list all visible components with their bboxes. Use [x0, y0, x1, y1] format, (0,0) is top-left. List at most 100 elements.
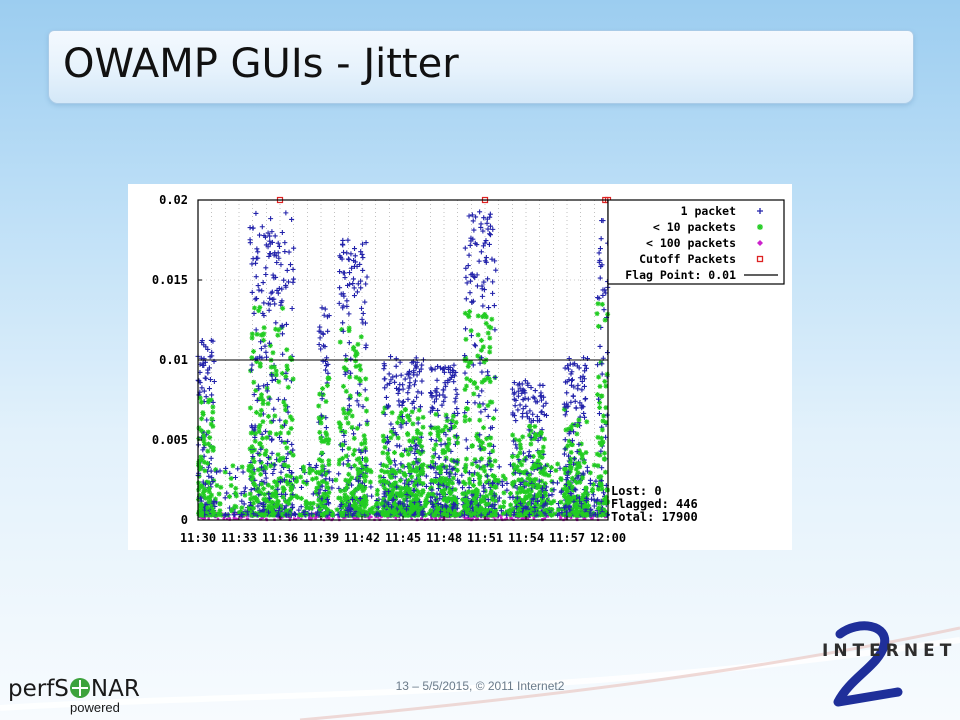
point-lt10 — [248, 469, 254, 475]
legend-label: Flag Point: 0.01 — [625, 268, 736, 282]
point-1-packet — [200, 447, 206, 453]
point-lt10 — [585, 492, 591, 498]
point-1-packet — [549, 492, 555, 498]
point-lt10 — [581, 503, 587, 509]
point-1-packet — [397, 359, 403, 365]
point-1-packet — [477, 432, 483, 438]
point-lt10 — [210, 409, 216, 415]
point-lt10 — [248, 496, 254, 502]
point-1-packet — [253, 274, 259, 280]
point-1-packet — [250, 453, 256, 459]
point-lt10 — [567, 481, 573, 487]
point-lt10 — [406, 462, 412, 468]
point-lt10 — [535, 463, 541, 469]
point-lt10 — [439, 475, 445, 481]
point-lt10 — [602, 469, 608, 475]
point-lt10 — [565, 479, 571, 485]
point-1-packet — [530, 411, 536, 417]
point-1-packet — [490, 290, 496, 296]
point-lt10 — [360, 484, 366, 490]
point-1-packet — [405, 390, 411, 396]
point-lt100 — [575, 517, 578, 520]
point-1-packet — [282, 422, 288, 428]
point-lt10 — [529, 465, 535, 471]
point-1-packet — [387, 380, 393, 386]
point-1-packet — [223, 465, 229, 471]
point-lt10 — [601, 413, 607, 419]
point-lt10 — [284, 347, 290, 353]
point-1-packet — [484, 220, 490, 226]
point-1-packet — [277, 479, 283, 485]
point-1-packet — [359, 251, 365, 257]
point-1-packet — [468, 333, 474, 339]
point-lt10 — [363, 473, 369, 479]
point-lt10 — [339, 327, 345, 333]
point-lt10 — [488, 491, 494, 497]
point-lt10 — [489, 399, 495, 405]
point-lt10 — [540, 471, 546, 477]
point-lt10 — [386, 508, 392, 514]
point-lt10 — [288, 473, 294, 479]
point-lt10 — [450, 413, 456, 419]
point-1-packet — [528, 385, 534, 391]
point-1-packet — [517, 385, 523, 391]
point-1-packet — [249, 261, 255, 267]
point-lt10 — [579, 452, 585, 458]
point-lt10 — [449, 496, 455, 502]
point-lt10 — [344, 485, 350, 491]
point-1-packet — [598, 263, 604, 269]
point-1-packet — [539, 494, 545, 500]
point-lt10 — [576, 509, 582, 515]
point-1-packet — [351, 285, 357, 291]
point-lt10 — [362, 437, 368, 443]
point-lt10 — [526, 501, 532, 507]
point-lt10 — [340, 510, 346, 516]
point-lt10 — [482, 377, 488, 383]
point-1-packet — [568, 399, 574, 405]
point-1-packet — [515, 393, 521, 399]
point-lt10 — [326, 485, 332, 491]
point-lt10 — [411, 497, 417, 503]
point-lt10 — [326, 458, 332, 464]
point-1-packet — [433, 393, 439, 399]
point-lt100 — [380, 515, 383, 519]
point-1-packet — [563, 509, 569, 515]
point-lt10 — [416, 489, 422, 495]
chart-legend: 1 packet< 10 packets< 100 packetsCutoff … — [607, 199, 785, 285]
point-1-packet — [382, 498, 388, 504]
point-1-packet — [603, 434, 609, 440]
point-lt10 — [455, 440, 461, 446]
point-lt10 — [473, 500, 479, 506]
point-1-packet — [249, 362, 255, 368]
point-1-packet — [275, 396, 281, 402]
point-lt10 — [449, 418, 455, 424]
point-1-packet — [542, 511, 548, 517]
point-1-packet — [349, 482, 355, 488]
point-1-packet — [447, 364, 453, 370]
point-1-packet — [431, 399, 437, 405]
point-1-packet — [436, 455, 442, 461]
point-lt10 — [406, 478, 412, 484]
point-lt10 — [569, 475, 575, 481]
point-1-packet — [398, 422, 404, 428]
point-lt10 — [489, 497, 495, 503]
point-1-packet — [481, 279, 487, 285]
point-1-packet — [450, 465, 456, 471]
point-1-packet — [412, 378, 418, 384]
point-1-packet — [355, 478, 361, 484]
point-lt10 — [377, 474, 383, 480]
point-lt10 — [526, 472, 532, 478]
point-1-packet — [382, 385, 388, 391]
point-lt100 — [564, 516, 567, 519]
point-1-packet — [590, 492, 596, 498]
point-lt10 — [447, 485, 453, 491]
point-lt10 — [490, 503, 496, 509]
point-lt10 — [382, 444, 388, 450]
point-lt10 — [485, 403, 491, 409]
point-1-packet — [456, 480, 462, 486]
point-lt10 — [273, 504, 279, 510]
y-tick-label: 0.02 — [159, 193, 188, 207]
point-lt10 — [445, 507, 451, 513]
point-lt10 — [438, 469, 444, 475]
stat-label: Lost: 0 — [611, 484, 662, 498]
